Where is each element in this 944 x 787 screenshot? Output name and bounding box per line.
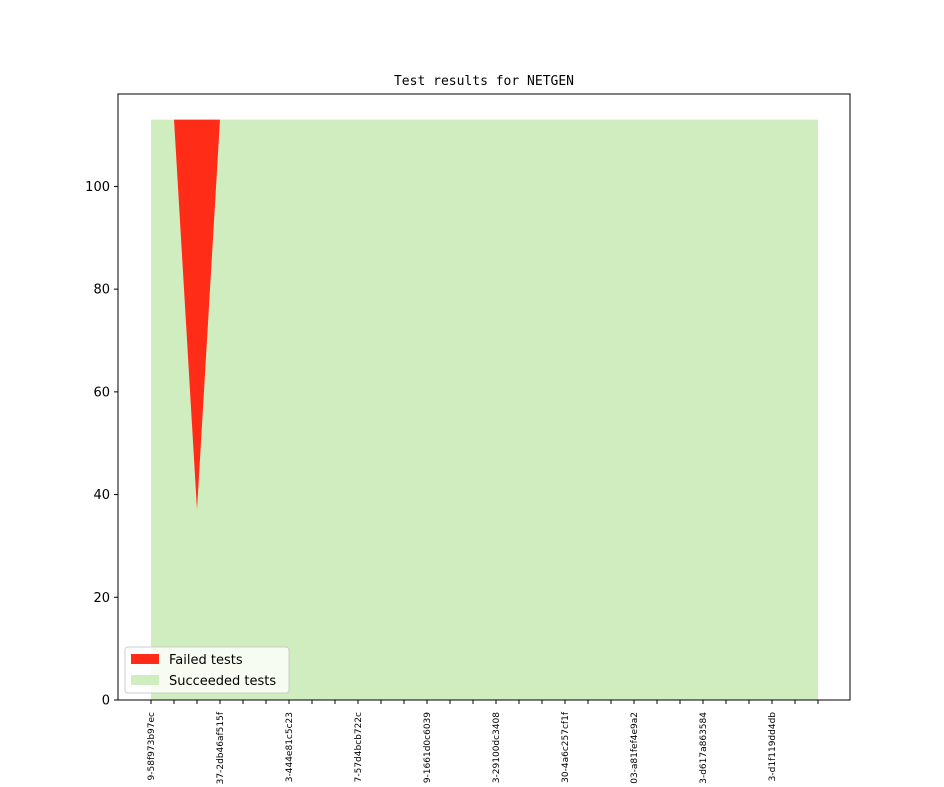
x-tick-label: 03-a81fef4e9a2 [630,712,640,784]
x-tick-label: 7-57d4bcb722c [354,712,364,782]
area-failed-tests [151,119,818,510]
x-tick-label: 9-1661d0c6039 [423,712,433,783]
y-axis: 0 20 40 60 80 100 [85,180,118,709]
legend-swatch-succeeded [131,675,159,685]
x-tick-label: 3-29100dc3408 [492,712,502,783]
y-tick-label: 0 [102,694,110,709]
legend: Failed tests Succeeded tests [124,646,290,694]
x-tick-label: 3-444e81c5c23 [285,712,295,782]
x-tick-label: 3-d617a863584 [699,712,709,784]
x-tick-label: 37-2db46af515f [216,711,226,784]
area-succeeded-tests [151,119,818,700]
y-tick-label: 40 [93,488,110,503]
legend-box [124,646,290,694]
y-tick-label: 100 [85,180,110,195]
y-tick-label: 60 [93,385,110,400]
chart-title: Test results for NETGEN [394,74,574,89]
x-tick-label: 30-4a6c257cf1f [561,711,571,783]
plot-frame [117,93,851,701]
y-tick-label: 80 [93,283,110,298]
x-axis: 9-58f973b97ec 37-2db46af515f 3-444e81c5c23… [147,700,819,784]
x-tick-label: 3-d1f119dd4db [768,712,778,782]
legend-label-failed: Failed tests [169,653,243,668]
plot-area [151,119,818,700]
y-tick-label: 20 [93,591,110,606]
legend-label-succeeded: Succeeded tests [169,674,276,689]
legend-swatch-failed [131,654,159,664]
x-tick-label: 9-58f973b97ec [147,712,157,780]
